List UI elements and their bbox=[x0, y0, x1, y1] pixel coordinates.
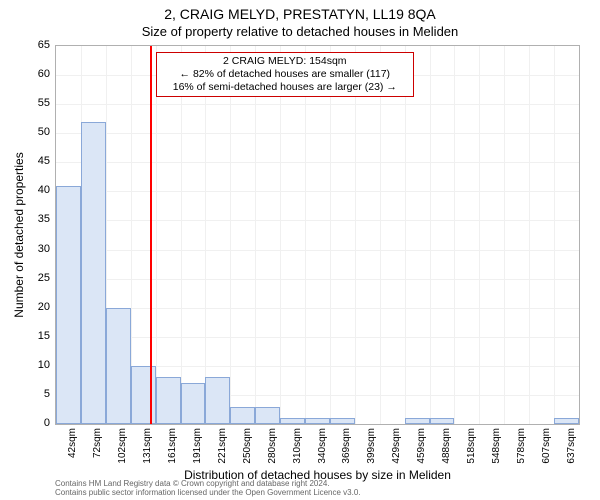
gridline-h bbox=[56, 250, 579, 251]
gridline-v bbox=[479, 46, 480, 424]
gridline-h bbox=[56, 220, 579, 221]
y-tick-label: 60 bbox=[10, 68, 50, 80]
histogram-bar bbox=[205, 377, 230, 424]
histogram-bar bbox=[131, 366, 156, 424]
plot-area: 2 CRAIG MELYD: 154sqm← 82% of detached h… bbox=[55, 45, 580, 425]
annotation-line-2: ← 82% of detached houses are smaller (11… bbox=[161, 68, 409, 81]
x-tick-label: 459sqm bbox=[416, 428, 427, 478]
x-tick-label: 310sqm bbox=[292, 428, 303, 478]
y-tick-label: 55 bbox=[10, 97, 50, 109]
histogram-bar bbox=[181, 383, 206, 424]
x-tick-label: 340sqm bbox=[317, 428, 328, 478]
y-tick-label: 45 bbox=[10, 155, 50, 167]
x-tick-label: 250sqm bbox=[242, 428, 253, 478]
x-tick-label: 161sqm bbox=[167, 428, 178, 478]
gridline-v bbox=[529, 46, 530, 424]
gridline-v bbox=[230, 46, 231, 424]
y-tick-label: 0 bbox=[10, 417, 50, 429]
histogram-bar bbox=[330, 418, 355, 424]
x-tick-label: 221sqm bbox=[217, 428, 228, 478]
gridline-h bbox=[56, 191, 579, 192]
y-tick-label: 50 bbox=[10, 126, 50, 138]
y-tick-label: 20 bbox=[10, 301, 50, 313]
gridline-v bbox=[430, 46, 431, 424]
credits: Contains HM Land Registry data © Crown c… bbox=[55, 480, 580, 498]
y-tick-label: 15 bbox=[10, 330, 50, 342]
gridline-v bbox=[330, 46, 331, 424]
histogram-bar bbox=[305, 418, 330, 424]
x-tick-label: 637sqm bbox=[566, 428, 577, 478]
histogram-bar bbox=[56, 186, 81, 424]
annotation-line-1: 2 CRAIG MELYD: 154sqm bbox=[161, 55, 409, 68]
gridline-h bbox=[56, 308, 579, 309]
gridline-h bbox=[56, 133, 579, 134]
y-tick-label: 5 bbox=[10, 388, 50, 400]
chart-root: { "titles": { "main": "2, CRAIG MELYD, P… bbox=[0, 0, 600, 500]
histogram-bar bbox=[405, 418, 430, 424]
x-tick-label: 399sqm bbox=[366, 428, 377, 478]
x-tick-label: 280sqm bbox=[267, 428, 278, 478]
gridline-h bbox=[56, 279, 579, 280]
x-tick-label: 42sqm bbox=[67, 428, 78, 478]
y-tick-label: 40 bbox=[10, 184, 50, 196]
gridline-v bbox=[280, 46, 281, 424]
gridline-v bbox=[454, 46, 455, 424]
gridline-v bbox=[305, 46, 306, 424]
gridline-v bbox=[355, 46, 356, 424]
chart-title-address: 2, CRAIG MELYD, PRESTATYN, LL19 8QA bbox=[0, 6, 600, 22]
x-tick-label: 191sqm bbox=[192, 428, 203, 478]
gridline-v bbox=[405, 46, 406, 424]
credits-line-2: Contains public sector information licen… bbox=[55, 489, 580, 498]
x-tick-label: 548sqm bbox=[491, 428, 502, 478]
gridline-h bbox=[56, 104, 579, 105]
y-tick-label: 25 bbox=[10, 272, 50, 284]
histogram-bar bbox=[156, 377, 181, 424]
x-tick-label: 72sqm bbox=[92, 428, 103, 478]
histogram-bar bbox=[554, 418, 579, 424]
gridline-v bbox=[255, 46, 256, 424]
histogram-bar bbox=[106, 308, 131, 424]
y-tick-label: 65 bbox=[10, 39, 50, 51]
annotation-line-3: 16% of semi-detached houses are larger (… bbox=[161, 81, 409, 94]
histogram-bar bbox=[81, 122, 106, 424]
gridline-v bbox=[181, 46, 182, 424]
reference-annotation: 2 CRAIG MELYD: 154sqm← 82% of detached h… bbox=[156, 52, 414, 97]
y-axis-label: Number of detached properties bbox=[12, 152, 26, 317]
histogram-bar bbox=[255, 407, 280, 424]
x-tick-label: 369sqm bbox=[341, 428, 352, 478]
x-tick-label: 488sqm bbox=[441, 428, 452, 478]
x-tick-label: 429sqm bbox=[391, 428, 402, 478]
gridline-v bbox=[156, 46, 157, 424]
y-tick-label: 30 bbox=[10, 243, 50, 255]
gridline-v bbox=[380, 46, 381, 424]
x-tick-label: 102sqm bbox=[117, 428, 128, 478]
histogram-bar bbox=[230, 407, 255, 424]
chart-title-sub: Size of property relative to detached ho… bbox=[0, 24, 600, 39]
x-tick-label: 607sqm bbox=[541, 428, 552, 478]
gridline-h bbox=[56, 162, 579, 163]
gridline-h bbox=[56, 337, 579, 338]
x-tick-label: 131sqm bbox=[142, 428, 153, 478]
gridline-v bbox=[504, 46, 505, 424]
histogram-bar bbox=[280, 418, 305, 424]
gridline-v bbox=[205, 46, 206, 424]
y-tick-label: 35 bbox=[10, 213, 50, 225]
y-tick-label: 10 bbox=[10, 359, 50, 371]
histogram-bar bbox=[430, 418, 455, 424]
gridline-v bbox=[554, 46, 555, 424]
x-tick-label: 578sqm bbox=[516, 428, 527, 478]
reference-line bbox=[150, 46, 152, 424]
x-tick-label: 518sqm bbox=[466, 428, 477, 478]
